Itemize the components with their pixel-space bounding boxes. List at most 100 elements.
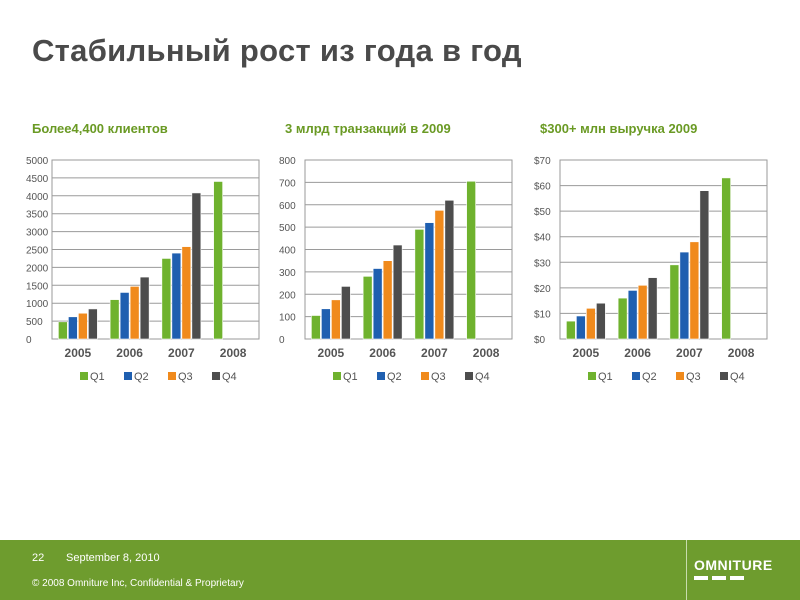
legend-swatch-q2 [377,372,385,380]
y-tick-label: 500 [279,223,296,234]
y-tick-label: 1000 [26,299,49,310]
bar-q4-2007 [699,190,710,340]
y-tick-label: $40 [534,233,551,244]
bar-q2-2007 [424,222,435,340]
bar-q4-2007 [444,199,455,340]
bar-q3-2005 [586,308,596,340]
bar-q3-2007 [181,246,192,340]
y-tick-label: 700 [279,178,296,189]
chart-3-title: $300+ млн выручка 2009 [540,121,698,136]
legend-label-q4: Q4 [222,371,237,383]
legend-swatch-q1 [588,372,596,380]
y-tick-label: $50 [534,207,551,218]
bar-q1-2007 [669,264,680,340]
legend-label-q2: Q2 [387,371,402,383]
bar-q2-2006 [627,290,638,340]
legend-label-q1: Q1 [90,371,105,383]
x-tick-label: 2007 [421,346,448,360]
legend-label-q1: Q1 [343,371,358,383]
y-tick-label: 500 [26,317,43,328]
chart-svg: $0 $10 $20 $30 $40 $50 $60 $70 2005 2006 2007 2008 Q… [534,156,768,383]
bar-q1-2005 [566,320,576,340]
legend-label-q1: Q1 [598,371,613,383]
legend-swatch-q2 [124,372,132,380]
x-tick-label: 2005 [318,346,345,360]
legend-swatch-q3 [676,372,684,380]
y-tick-label: 600 [279,201,296,212]
bar-q4-2006 [392,244,403,340]
legend-label-q3: Q3 [178,371,193,383]
bar-q1-2008 [721,177,731,340]
chart-2-title: 3 млрд транзакций в 2009 [285,121,451,136]
x-tick-label: 2006 [369,346,396,360]
y-tick-label: $0 [534,335,546,346]
x-tick-label: 2008 [220,346,247,360]
chart-customers: 0 500 1000 1500 2000 2500 3000 3500 4000 4500 5000… [12,150,262,395]
omniture-logo: OMNITURE [694,557,794,585]
bar-q3-2006 [129,286,140,340]
x-tick-label: 2008 [473,346,500,360]
bar-q4-2006 [647,277,658,340]
legend-swatch-q3 [168,372,176,380]
y-tick-label: $10 [534,309,551,320]
y-tick-label: 1500 [26,281,49,292]
bar-q3-2005 [78,312,88,340]
page-number: 22 [32,552,45,564]
bar-q2-2005 [576,315,586,340]
bar-q1-2006 [617,297,628,340]
legend-label-q4: Q4 [730,371,745,383]
bar-q3-2005 [331,299,341,340]
legend-swatch-q3 [421,372,429,380]
y-tick-label: 0 [26,335,32,346]
bar-q1-2006 [362,276,373,340]
bar-q2-2005 [68,316,78,340]
legend-swatch-q4 [720,372,728,380]
y-tick-label: $60 [534,182,551,193]
y-tick-label: 200 [279,290,296,301]
bar-q2-2006 [119,292,130,340]
bar-q2-2005 [321,308,331,340]
y-tick-label: 800 [279,156,296,167]
bar-q3-2006 [382,260,393,340]
bar-q1-2006 [109,299,120,340]
bar-q1-2007 [161,258,172,340]
chart-transactions: 0 100 200 300 400 500 600 700 800 2005 2006 2007 200… [265,150,515,395]
y-tick-label: $20 [534,284,551,295]
y-tick-label: 2500 [26,246,49,257]
legend-swatch-q1 [80,372,88,380]
legend-label-q3: Q3 [431,371,446,383]
legend-label-q2: Q2 [134,371,149,383]
x-tick-label: 2008 [728,346,755,360]
logo-text: OMNITURE [694,557,773,573]
page-title: Стабильный рост из года в год [32,33,522,68]
legend-swatch-q1 [333,372,341,380]
y-tick-label: $30 [534,258,551,269]
legend-swatch-q4 [465,372,473,380]
y-tick-label: 400 [279,246,296,257]
y-tick-label: 4500 [26,174,49,185]
bar-q1-2008 [466,180,476,340]
x-tick-label: 2007 [676,346,703,360]
bar-q4-2005 [596,302,606,340]
chart-revenue: $0 $10 $20 $30 $40 $50 $60 $70 2005 2006 2007 2008 Q… [520,150,770,395]
x-tick-label: 2005 [65,346,92,360]
footer-copyright: © 2008 Omniture Inc, Confidential & Prop… [32,578,244,589]
y-tick-label: 3000 [26,228,49,239]
y-tick-label: 0 [279,335,285,346]
bar-q2-2007 [679,251,690,340]
legend-label-q4: Q4 [475,371,490,383]
y-tick-label: 4000 [26,192,49,203]
x-tick-label: 2007 [168,346,195,360]
y-tick-label: 100 [279,313,296,324]
legend-swatch-q4 [212,372,220,380]
bar-q4-2006 [139,276,150,340]
footer-date: September 8, 2010 [66,552,160,564]
bar-q3-2007 [434,210,445,340]
bar-q1-2008 [213,181,223,340]
legend-swatch-q2 [632,372,640,380]
x-tick-label: 2005 [573,346,600,360]
bar-q1-2005 [58,321,68,340]
chart-svg: 0 500 1000 1500 2000 2500 3000 3500 4000 4500 5000… [26,156,260,383]
footer-divider [686,540,687,600]
bar-q2-2007 [171,252,182,340]
